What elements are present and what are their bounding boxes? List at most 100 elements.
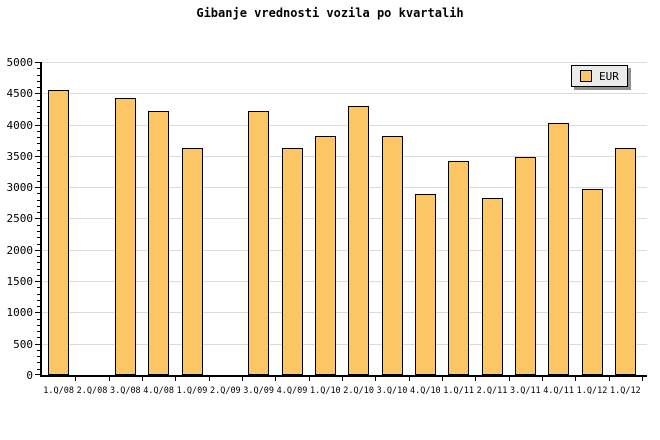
- y-minor-tick: [37, 212, 40, 213]
- x-tick-label: 2.Q/11: [476, 386, 508, 396]
- x-tick-label: 4.Q/09: [276, 386, 308, 396]
- x-tick: [475, 377, 476, 381]
- bar: [515, 157, 536, 375]
- y-minor-tick: [37, 331, 40, 332]
- y-major-tick: [35, 344, 40, 345]
- y-tick-label: 5000: [6, 56, 34, 69]
- gridline: [42, 62, 647, 63]
- legend: EUR: [571, 65, 628, 87]
- legend-label: EUR: [599, 69, 619, 83]
- y-tick-label: 4500: [6, 87, 34, 100]
- x-tick-label: 1.Q/12: [609, 386, 641, 396]
- y-minor-tick: [37, 287, 40, 288]
- y-major-tick: [35, 250, 40, 251]
- x-tick-label: 3.Q/10: [376, 386, 408, 396]
- bar: [448, 161, 469, 375]
- y-minor-tick: [37, 300, 40, 301]
- y-minor-tick: [37, 362, 40, 363]
- x-tick-label: 4.Q/11: [543, 386, 575, 396]
- x-tick-label: 4.Q/08: [143, 386, 175, 396]
- x-tick-label: 3.Q/08: [109, 386, 141, 396]
- y-minor-tick: [37, 319, 40, 320]
- gridline: [42, 281, 647, 282]
- y-minor-tick: [37, 325, 40, 326]
- y-minor-tick: [37, 75, 40, 76]
- y-tick-label: 3000: [6, 181, 34, 194]
- y-minor-tick: [37, 106, 40, 107]
- x-tick-label: 2.Q/10: [343, 386, 375, 396]
- bar: [282, 148, 303, 375]
- x-tick-label: 3.Q/11: [509, 386, 541, 396]
- x-tick: [509, 377, 510, 381]
- y-minor-tick: [37, 306, 40, 307]
- y-minor-tick: [37, 175, 40, 176]
- y-minor-tick: [37, 181, 40, 182]
- y-minor-tick: [37, 168, 40, 169]
- x-tick: [542, 377, 543, 381]
- y-minor-tick: [37, 150, 40, 151]
- y-minor-tick: [37, 137, 40, 138]
- y-minor-tick: [37, 275, 40, 276]
- x-tick: [342, 377, 343, 381]
- bar: [615, 148, 636, 375]
- x-tick: [442, 377, 443, 381]
- y-major-tick: [35, 187, 40, 188]
- y-minor-tick: [37, 206, 40, 207]
- y-minor-tick: [37, 356, 40, 357]
- y-minor-tick: [37, 337, 40, 338]
- x-tick: [409, 377, 410, 381]
- x-tick: [242, 377, 243, 381]
- y-minor-tick: [37, 162, 40, 163]
- y-minor-tick: [37, 225, 40, 226]
- y-minor-tick: [37, 118, 40, 119]
- y-minor-tick: [37, 231, 40, 232]
- y-minor-tick: [37, 244, 40, 245]
- bar: [548, 123, 569, 375]
- bar: [348, 106, 369, 375]
- y-minor-tick: [37, 143, 40, 144]
- y-tick-label: 0: [26, 369, 33, 382]
- gridline: [42, 125, 647, 126]
- y-minor-tick: [37, 87, 40, 88]
- gridline: [42, 344, 647, 345]
- x-tick: [75, 377, 76, 381]
- y-major-tick: [35, 374, 40, 375]
- y-tick-label: 500: [13, 338, 33, 351]
- x-tick: [142, 377, 143, 381]
- bar: [182, 148, 203, 375]
- y-minor-tick: [37, 68, 40, 69]
- y-minor-tick: [37, 262, 40, 263]
- y-minor-tick: [37, 369, 40, 370]
- x-tick-label: 1.Q/11: [443, 386, 475, 396]
- x-tick-label: 2.Q/08: [76, 386, 108, 396]
- legend-swatch-icon: [580, 70, 592, 82]
- gridline: [42, 250, 647, 251]
- y-minor-tick: [37, 193, 40, 194]
- gridline: [42, 93, 647, 94]
- x-tick: [642, 377, 643, 381]
- gridline: [42, 218, 647, 219]
- y-minor-tick: [37, 81, 40, 82]
- x-tick-label: 1.Q/12: [576, 386, 608, 396]
- x-tick: [275, 377, 276, 381]
- y-tick-label: 2500: [6, 212, 34, 225]
- y-major-tick: [35, 93, 40, 94]
- chart-title: Gibanje vrednosti vozila po kvartalih: [196, 6, 464, 20]
- y-major-tick: [35, 218, 40, 219]
- bar: [248, 111, 269, 375]
- x-tick-label: 3.Q/09: [243, 386, 275, 396]
- y-minor-tick: [37, 269, 40, 270]
- y-minor-tick: [37, 200, 40, 201]
- bar: [415, 194, 436, 375]
- y-minor-tick: [37, 350, 40, 351]
- y-tick-label: 1000: [6, 306, 34, 319]
- x-tick: [209, 377, 210, 381]
- y-tick-label: 1500: [6, 275, 34, 288]
- bar: [482, 198, 503, 375]
- y-major-tick: [35, 62, 40, 63]
- y-minor-tick: [37, 256, 40, 257]
- x-tick: [575, 377, 576, 381]
- x-tick: [375, 377, 376, 381]
- y-minor-tick: [37, 131, 40, 132]
